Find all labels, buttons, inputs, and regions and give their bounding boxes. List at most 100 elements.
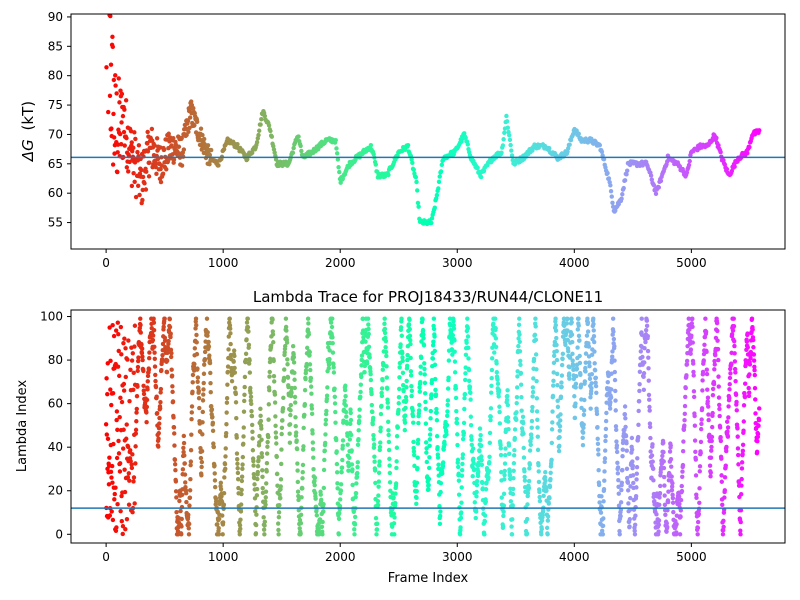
lambda-point	[702, 342, 707, 347]
lambda-point	[658, 483, 663, 489]
lambda-point	[680, 462, 686, 468]
lambda-point	[496, 387, 502, 393]
delta-g-point	[131, 145, 136, 151]
lambda-point	[630, 463, 636, 468]
lambda-point	[239, 474, 245, 479]
delta-g-point	[336, 165, 341, 170]
delta-g-y-tick-label: 65	[48, 157, 63, 171]
lambda-point	[440, 471, 445, 476]
lambda-point	[197, 405, 202, 411]
lambda-point	[512, 447, 517, 453]
lambda-point	[625, 475, 630, 481]
lambda-point	[502, 477, 507, 482]
lambda-point	[109, 509, 114, 514]
lambda-point	[715, 338, 720, 343]
lambda-point	[602, 469, 607, 474]
lambda-point	[620, 454, 625, 459]
lambda-point	[205, 330, 210, 335]
lambda-point	[324, 393, 330, 398]
lambda-point	[502, 468, 507, 474]
lambda-point	[693, 449, 698, 455]
lambda-point	[133, 431, 139, 436]
lambda-point	[418, 379, 423, 385]
lambda-point	[530, 389, 536, 395]
lambda-point	[135, 384, 140, 389]
delta-g-point	[183, 126, 189, 131]
lambda-point	[592, 361, 597, 366]
lambda-point	[386, 428, 391, 433]
lambda-point	[404, 378, 409, 384]
lambda-point	[722, 475, 728, 480]
lambda-point	[205, 333, 210, 338]
delta-g-point	[429, 220, 434, 226]
lambda-point	[539, 532, 544, 537]
lambda-point	[624, 448, 629, 453]
lambda-point	[417, 402, 422, 408]
lambda-point	[200, 420, 205, 425]
lambda-point	[204, 316, 210, 321]
lambda-point	[517, 332, 522, 337]
lambda-point	[522, 474, 527, 480]
lambda-point	[636, 422, 641, 428]
lambda-point	[398, 325, 404, 330]
lambda-point	[418, 364, 423, 369]
lambda-point	[109, 402, 114, 408]
lambda-point	[210, 428, 216, 434]
lambda-point	[527, 466, 532, 471]
lambda-point	[420, 327, 426, 333]
lambda-point	[746, 393, 752, 399]
delta-g-point	[113, 73, 118, 78]
lambda-point	[536, 469, 541, 474]
lambda-point	[553, 316, 558, 321]
lambda-point	[229, 378, 235, 384]
lambda-point	[255, 476, 260, 482]
delta-g-point	[171, 135, 176, 141]
lambda-point	[622, 404, 628, 409]
lambda-point	[634, 471, 640, 476]
lambda-point	[627, 524, 632, 529]
lambda-point	[567, 376, 572, 381]
lambda-point	[424, 446, 429, 451]
lambda-point	[268, 343, 274, 348]
lambda-point	[693, 473, 699, 478]
delta-g-point	[129, 183, 135, 189]
lambda-point	[260, 474, 265, 480]
delta-g-point	[648, 173, 654, 178]
delta-g-point	[436, 186, 441, 191]
lambda-point	[276, 514, 282, 520]
lambda-point	[427, 432, 433, 437]
lambda-point	[657, 502, 662, 508]
lambda-point	[231, 359, 236, 364]
lambda-point	[636, 434, 641, 440]
lambda-point	[603, 438, 608, 444]
lambda-x-label: Frame Index	[388, 571, 469, 586]
lambda-point	[511, 461, 517, 466]
lambda-point	[404, 398, 409, 403]
lambda-point	[544, 488, 549, 493]
lambda-point	[121, 446, 126, 451]
lambda-point	[237, 532, 242, 537]
lambda-point	[614, 439, 619, 444]
lambda-point	[418, 371, 423, 376]
lambda-point	[319, 497, 324, 503]
lambda-point	[313, 496, 318, 501]
lambda-point	[755, 438, 760, 444]
lambda-point	[732, 339, 737, 344]
lambda-point	[307, 362, 313, 367]
lambda-point	[600, 523, 606, 528]
delta-g-point	[119, 120, 124, 125]
lambda-point	[684, 358, 690, 364]
lambda-point	[559, 384, 564, 390]
lambda-point	[376, 484, 381, 489]
lambda-point	[224, 396, 230, 401]
lambda-point	[503, 446, 508, 451]
lambda-point	[291, 354, 297, 360]
lambda-point	[690, 340, 695, 345]
lambda-point	[683, 394, 688, 400]
lambda-point	[404, 384, 409, 390]
lambda-point	[265, 439, 270, 445]
lambda-point	[618, 513, 623, 519]
lambda-point	[627, 517, 632, 522]
lambda-point	[501, 509, 506, 514]
lambda-point	[411, 420, 416, 425]
